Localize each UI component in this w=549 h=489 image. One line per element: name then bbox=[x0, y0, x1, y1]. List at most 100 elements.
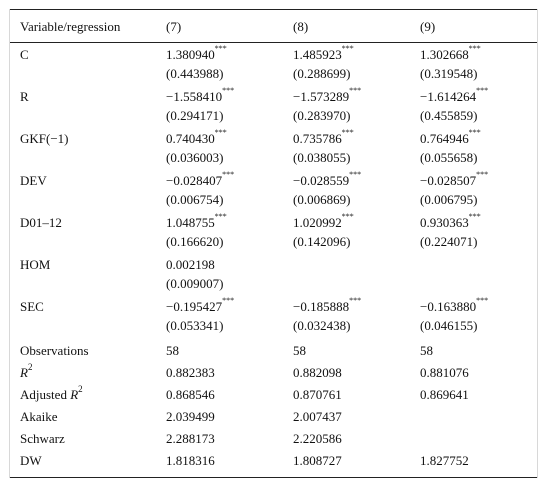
stat-value: 0.870761 bbox=[293, 387, 342, 402]
stat-label: Schwarz bbox=[20, 431, 65, 447]
header-cell: (9) bbox=[420, 19, 436, 34]
coefficient-cell: 1.048755*** bbox=[166, 212, 227, 231]
significance-stars: *** bbox=[341, 212, 354, 221]
stat-value: 1.827752 bbox=[420, 453, 469, 468]
stat-value: 58 bbox=[293, 343, 306, 358]
standard-error: (0.319548) bbox=[420, 66, 478, 81]
significance-stars: *** bbox=[349, 296, 362, 305]
coefficient-cell: −0.163880*** bbox=[420, 296, 489, 315]
row-label: D01–12 bbox=[20, 215, 62, 230]
coefficient: 0.740430 bbox=[166, 131, 215, 146]
stat-value: 58 bbox=[420, 343, 433, 358]
significance-stars: *** bbox=[476, 86, 489, 95]
coefficient: −0.028559 bbox=[293, 173, 350, 188]
stat-value: 0.881076 bbox=[420, 365, 469, 380]
stat-label: R2 bbox=[20, 362, 33, 381]
significance-stars: *** bbox=[468, 212, 481, 221]
stat-value: 0.882383 bbox=[166, 365, 215, 380]
coefficient: 1.380940 bbox=[166, 47, 215, 62]
significance-stars: *** bbox=[214, 212, 227, 221]
coefficient: −0.028507 bbox=[420, 173, 477, 188]
coefficient: −0.163880 bbox=[420, 299, 477, 314]
coefficient-cell: 1.380940*** bbox=[166, 44, 227, 63]
label-superscript: 2 bbox=[27, 362, 33, 372]
standard-error: (0.443988) bbox=[166, 66, 224, 81]
significance-stars: *** bbox=[349, 86, 362, 95]
significance-stars: *** bbox=[341, 44, 354, 53]
standard-error: (0.046155) bbox=[420, 318, 478, 333]
row-label: R bbox=[20, 89, 29, 104]
coefficient-cell: 0.764946*** bbox=[420, 128, 481, 147]
standard-error: (0.036003) bbox=[166, 150, 224, 165]
standard-error: (0.224071) bbox=[420, 234, 478, 249]
label-superscript: 2 bbox=[78, 384, 83, 394]
label-symbol: R bbox=[70, 387, 79, 402]
coefficient-cell: −0.028507*** bbox=[420, 171, 488, 189]
row-label: C bbox=[20, 47, 29, 62]
coefficient-cell: −0.185888*** bbox=[293, 296, 362, 315]
bottom-rule bbox=[10, 477, 537, 478]
standard-error: (0.142096) bbox=[293, 234, 351, 249]
stat-label: Akaike bbox=[20, 409, 58, 425]
stat-value: 1.818316 bbox=[166, 453, 215, 468]
significance-stars: *** bbox=[214, 44, 227, 53]
coefficient-cell: 0.735786*** bbox=[293, 129, 354, 147]
coefficient-cell: 0.740430*** bbox=[166, 128, 227, 147]
standard-error: (0.006869) bbox=[293, 192, 351, 207]
coefficient: −1.573289 bbox=[293, 89, 350, 104]
standard-error: (0.038055) bbox=[293, 150, 351, 165]
coefficient-cell: −0.028407*** bbox=[166, 170, 235, 189]
coefficient: 1.302668 bbox=[420, 47, 469, 62]
label-text: Akaike bbox=[20, 409, 58, 424]
significance-stars: *** bbox=[214, 128, 227, 137]
coefficient-cell: −1.573289*** bbox=[293, 86, 362, 105]
row-label: HOM bbox=[20, 257, 51, 272]
row-label: GKF(−1) bbox=[20, 131, 69, 146]
stat-value: 0.882098 bbox=[293, 365, 342, 380]
header-cell: Variable/regression bbox=[20, 19, 121, 34]
header-rule bbox=[10, 42, 537, 43]
standard-error: (0.006754) bbox=[166, 192, 224, 207]
coefficient: 0.002198 bbox=[166, 257, 215, 272]
top-rule bbox=[10, 9, 537, 10]
coefficient-cell: 0.002198 bbox=[166, 257, 215, 273]
stat-label: Observations bbox=[20, 343, 89, 359]
significance-stars: *** bbox=[468, 128, 481, 137]
stat-value: 0.868546 bbox=[166, 387, 215, 402]
row-label: SEC bbox=[20, 299, 44, 314]
significance-stars: *** bbox=[222, 86, 235, 95]
header-cell: (8) bbox=[293, 19, 309, 34]
significance-stars: *** bbox=[349, 170, 362, 179]
stat-value: 2.220586 bbox=[293, 431, 342, 446]
coefficient: 1.048755 bbox=[166, 215, 215, 230]
standard-error: (0.455859) bbox=[420, 108, 478, 123]
label-text: DW bbox=[20, 453, 42, 468]
label-text: Observations bbox=[20, 343, 89, 358]
stat-value: 2.039499 bbox=[166, 409, 215, 424]
label-symbol: R bbox=[20, 365, 28, 380]
coefficient: −1.558410 bbox=[166, 89, 223, 104]
stat-value: 2.288173 bbox=[166, 431, 215, 446]
coefficient-cell: 1.020992*** bbox=[293, 212, 354, 231]
header-cell: (7) bbox=[166, 19, 182, 34]
coefficient: 1.020992 bbox=[293, 215, 342, 230]
label-prefix: Adjusted bbox=[20, 387, 67, 402]
coefficient-cell: 1.302668*** bbox=[420, 44, 481, 63]
coefficient-cell: 0.930363*** bbox=[420, 212, 481, 231]
standard-error: (0.294171) bbox=[166, 108, 224, 123]
significance-stars: *** bbox=[468, 44, 481, 53]
coefficient-cell: −1.614264*** bbox=[420, 86, 489, 105]
coefficient-cell: −0.028559*** bbox=[293, 170, 362, 189]
coefficient-cell: −1.558410*** bbox=[166, 86, 235, 105]
coefficient: 0.735786 bbox=[293, 131, 342, 146]
coefficient: −0.185888 bbox=[293, 299, 350, 314]
standard-error: (0.006795) bbox=[420, 192, 478, 207]
significance-stars: *** bbox=[476, 296, 489, 305]
significance-stars: *** bbox=[222, 170, 235, 179]
standard-error: (0.032438) bbox=[293, 318, 351, 333]
coefficient: −0.028407 bbox=[166, 173, 223, 188]
stat-label: DW bbox=[20, 453, 42, 469]
standard-error: (0.283970) bbox=[293, 108, 351, 123]
stat-value: 58 bbox=[166, 343, 179, 358]
